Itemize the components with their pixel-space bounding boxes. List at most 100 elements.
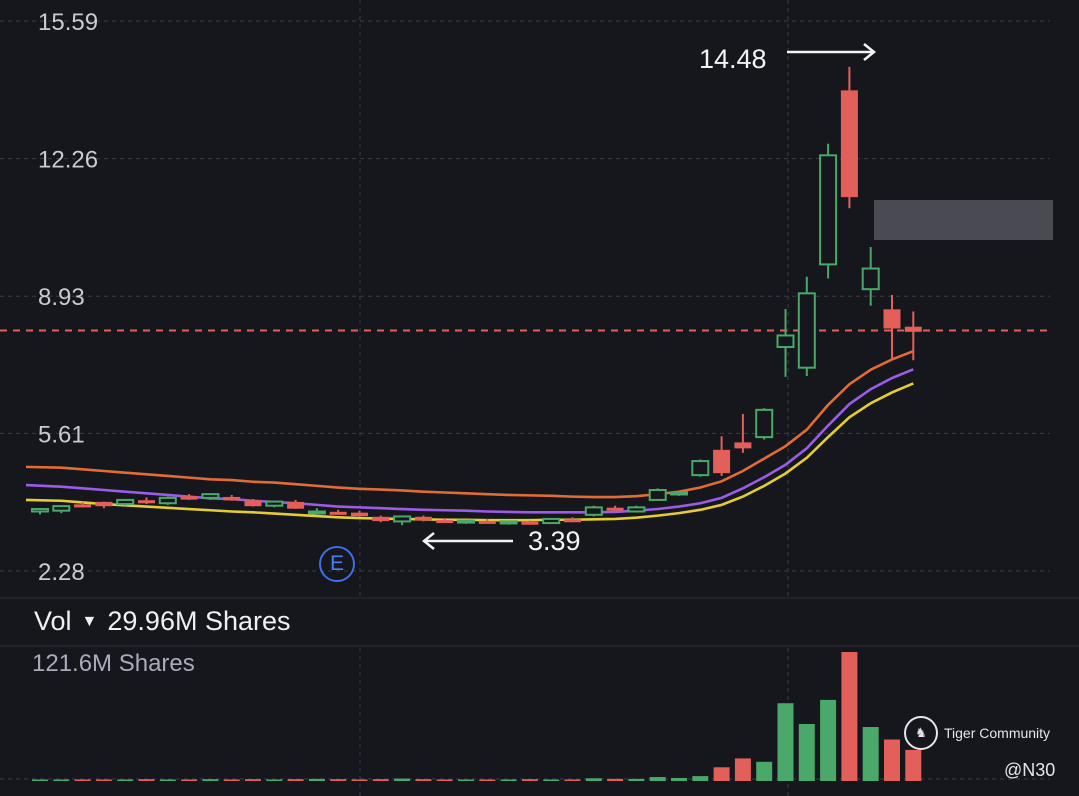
candle-body-up xyxy=(797,292,816,369)
volume-bar xyxy=(692,776,709,781)
moving-average-line xyxy=(25,368,914,514)
volume-bar xyxy=(308,778,325,781)
volume-bar xyxy=(607,778,624,781)
volume-bar xyxy=(841,652,858,781)
volume-bar xyxy=(777,703,794,781)
candle-body-down xyxy=(180,496,198,500)
candle-body-up xyxy=(116,498,135,506)
candle-body-up xyxy=(201,493,220,499)
watermark-brand: Tiger Community xyxy=(944,725,1051,741)
candle-body-down xyxy=(223,496,241,501)
candle-body-up xyxy=(861,267,880,291)
volume-bar xyxy=(543,779,560,781)
volume-bar xyxy=(287,779,304,781)
moving-average-lines xyxy=(25,349,914,522)
candle-body-up xyxy=(499,520,518,525)
candle-body-up xyxy=(670,491,688,496)
volume-dropdown-icon[interactable]: ▼ xyxy=(81,612,98,630)
y-axis-labels: 15.59 12.26 8.93 5.61 2.28 xyxy=(38,9,98,586)
volume-bar xyxy=(521,779,538,781)
candle-body-down xyxy=(95,501,113,507)
volume-bar xyxy=(159,779,176,781)
candle-body-up xyxy=(542,517,561,525)
low-annotation-label: 3.39 xyxy=(528,526,581,556)
volume-bar xyxy=(628,778,645,781)
volume-bar xyxy=(820,699,837,781)
candle-body-down xyxy=(414,516,432,521)
watermark-handle: @N30 xyxy=(1004,760,1056,780)
volume-bar xyxy=(351,779,368,781)
candle-body-up xyxy=(755,408,774,439)
high-annotation-label: 14.48 xyxy=(699,44,767,74)
moving-average-line xyxy=(25,349,914,499)
y-tick-label: 5.61 xyxy=(38,421,85,448)
candle-body-down xyxy=(329,511,347,515)
candle-body-up xyxy=(31,508,49,513)
volume-header: Vol ▼ 29.96M Shares xyxy=(34,606,291,637)
volume-bar xyxy=(862,727,879,781)
volume-bars xyxy=(32,652,922,781)
volume-bar xyxy=(74,779,91,781)
y-tick-label: 2.28 xyxy=(38,559,85,586)
highlight-box xyxy=(874,200,1053,240)
y-tick-label: 12.26 xyxy=(38,147,98,174)
volume-bar xyxy=(756,761,773,781)
low-arrowhead-icon xyxy=(421,532,435,550)
candle-body-down xyxy=(372,516,390,522)
volume-bar xyxy=(53,779,70,781)
candle-body-up xyxy=(393,515,412,523)
candle-body-down xyxy=(478,520,496,524)
candle-body-up xyxy=(819,154,838,266)
volume-bar xyxy=(734,758,751,781)
candle-body-down xyxy=(521,521,539,525)
volume-bar xyxy=(798,723,815,781)
volume-bar xyxy=(372,779,389,781)
volume-bar xyxy=(500,779,517,781)
volume-bar xyxy=(181,779,198,781)
candle-body-up xyxy=(627,506,646,513)
volume-bar xyxy=(95,779,112,781)
candle-body-up xyxy=(584,506,603,516)
volume-bar xyxy=(436,779,453,781)
volume-bar xyxy=(415,779,432,781)
volume-bar xyxy=(266,779,283,781)
candle-body-down xyxy=(606,507,624,511)
volume-bar xyxy=(245,779,261,781)
y-tick-label: 15.59 xyxy=(38,9,98,36)
y-tick-label: 8.93 xyxy=(38,284,85,311)
high-arrowhead-icon xyxy=(863,43,877,61)
candle-body-up xyxy=(158,496,177,505)
candle-body-up xyxy=(307,510,326,515)
volume-bar xyxy=(223,779,240,781)
volume-bar xyxy=(713,767,730,781)
volume-bar xyxy=(138,779,155,781)
candle-body-down xyxy=(287,501,305,509)
candle-body-down xyxy=(904,326,922,332)
volume-bar xyxy=(202,779,219,781)
candle-body-down xyxy=(840,90,858,198)
volume-max-label: 121.6M Shares xyxy=(32,650,195,677)
volume-bar xyxy=(479,779,496,781)
volume-bar xyxy=(32,779,48,781)
volume-bar xyxy=(884,739,900,781)
volume-bar xyxy=(117,779,134,781)
candle-body-down xyxy=(351,512,368,517)
candle-body-up xyxy=(457,519,475,524)
candle-body-up xyxy=(776,334,795,349)
volume-bar xyxy=(649,777,666,781)
candle-body-up xyxy=(648,489,667,501)
watermark: ♞ Tiger Community xyxy=(904,716,1050,750)
candle-body-down xyxy=(436,520,454,524)
volume-bar xyxy=(564,779,581,781)
volume-bar xyxy=(394,778,411,781)
candlesticks xyxy=(31,66,922,526)
price-annotations: 14.48 3.39 xyxy=(421,43,877,556)
candle-body-down xyxy=(564,519,581,523)
earnings-marker[interactable]: E xyxy=(319,546,355,582)
volume-current: 29.96M Shares xyxy=(107,606,291,636)
candle-body-down xyxy=(138,500,155,504)
volume-label: Vol xyxy=(34,606,72,636)
candle-body-up xyxy=(265,500,284,507)
candle-body-down xyxy=(734,442,752,449)
